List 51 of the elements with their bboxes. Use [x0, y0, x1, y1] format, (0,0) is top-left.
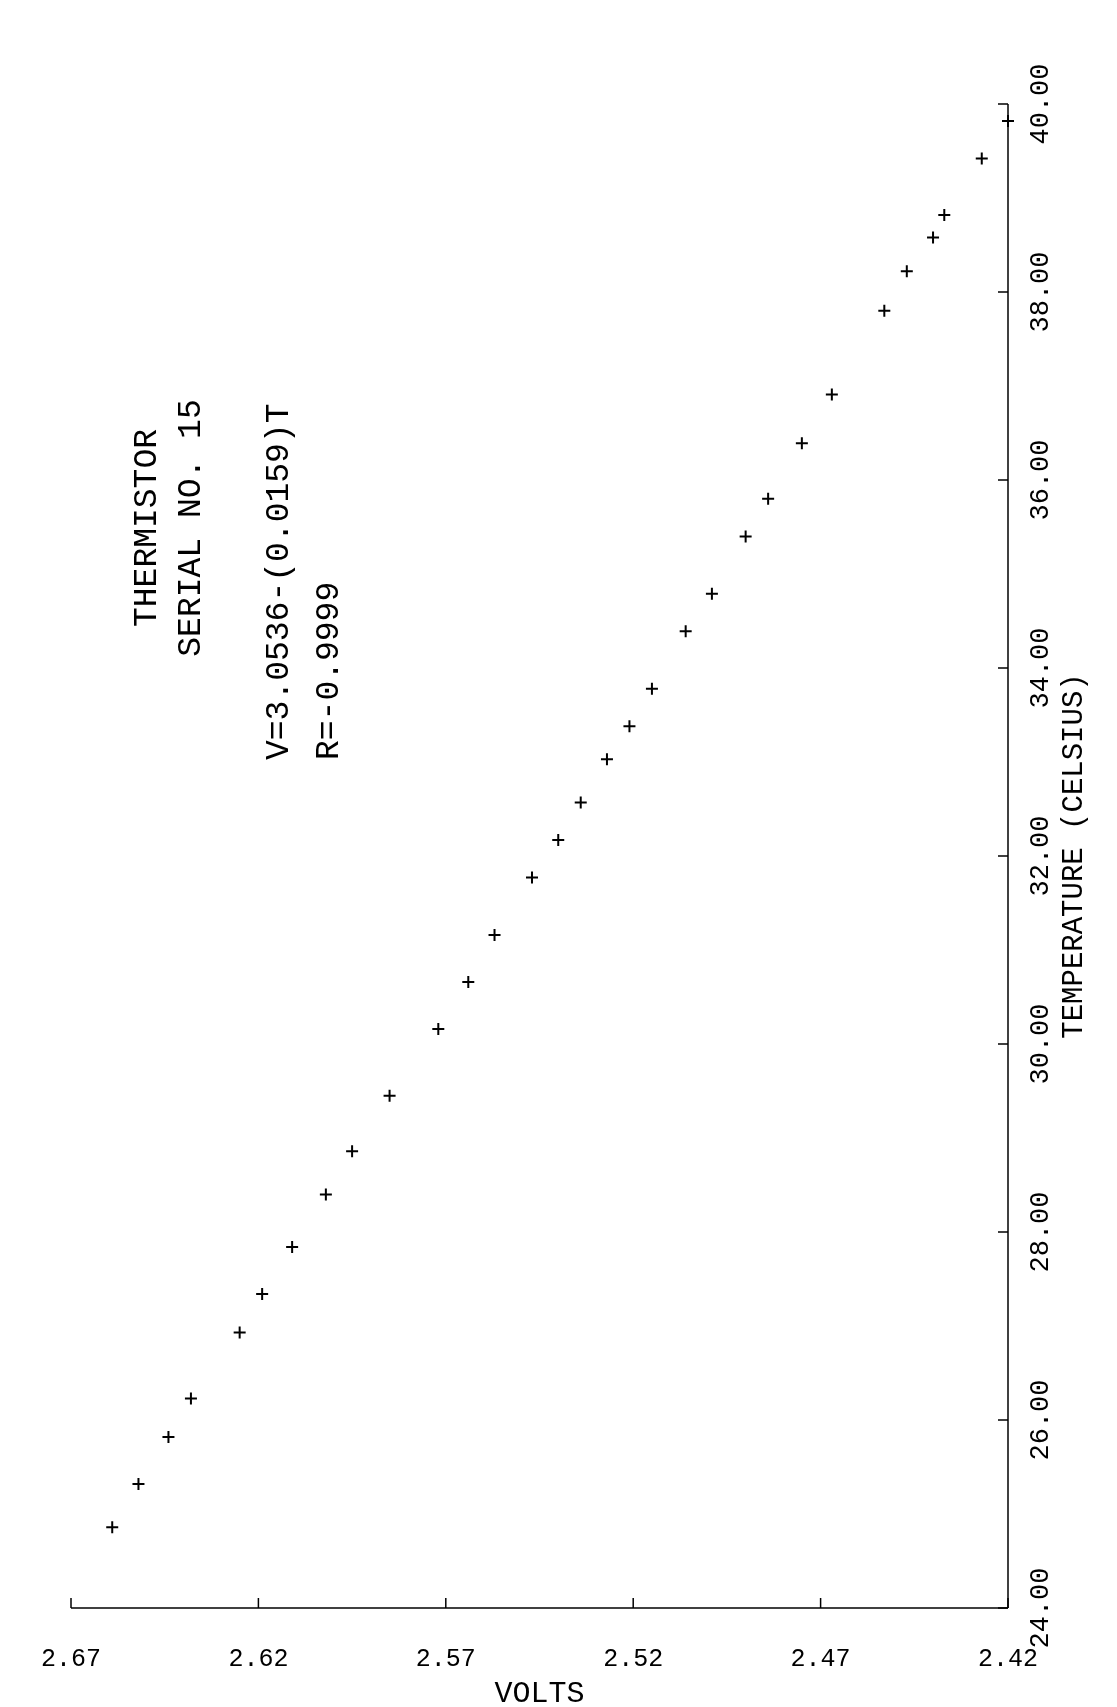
x-tick-label: 2.52 [603, 1645, 664, 1674]
y-tick-label: 28.00 [1026, 1191, 1056, 1273]
point [285, 1240, 300, 1255]
point [525, 870, 539, 885]
point [599, 752, 614, 767]
y-tick-label: 32.00 [1026, 815, 1056, 897]
point [644, 681, 659, 696]
point [551, 833, 566, 848]
point [704, 586, 719, 601]
x-tick-label: 2.57 [415, 1645, 476, 1674]
point [926, 230, 941, 245]
point [937, 207, 952, 222]
annotation: R=-0.9999 [311, 581, 348, 760]
y-tick-label: 24.00 [1026, 1567, 1056, 1649]
point [877, 303, 892, 318]
y-axis-title: TEMPERATURE (CELSIUS) [1058, 673, 1091, 1039]
x-axis-title: VOLTS [494, 1677, 585, 1707]
point [461, 974, 476, 989]
x-tick-label: 2.67 [40, 1645, 102, 1674]
point [622, 719, 637, 734]
point [382, 1088, 397, 1103]
point [824, 387, 839, 402]
point [678, 624, 693, 639]
x-tick-label: 2.62 [228, 1645, 289, 1674]
x-tick-label: 2.47 [790, 1645, 851, 1674]
point [1001, 113, 1015, 128]
text: SERIAL NO. 15 [173, 399, 210, 657]
point [899, 264, 914, 279]
y-tick-label: 34.00 [1026, 627, 1056, 709]
y-tick-label: 30.00 [1026, 1003, 1056, 1085]
y-tick-label: 36.00 [1026, 439, 1056, 521]
point [161, 1429, 176, 1444]
point [183, 1391, 198, 1406]
point [431, 1021, 446, 1036]
annotation: V=3.0536-(0.0159)T [261, 403, 298, 760]
point [794, 436, 809, 451]
point [232, 1325, 247, 1340]
point [974, 151, 989, 166]
point [345, 1144, 360, 1159]
text: THERMISTOR [129, 428, 166, 628]
point [573, 795, 588, 810]
point [487, 927, 502, 942]
y-tick-label: 40.00 [1026, 63, 1056, 145]
point [131, 1476, 146, 1491]
point [105, 1520, 120, 1535]
point [255, 1287, 270, 1302]
point [738, 529, 753, 544]
point [761, 491, 776, 506]
y-tick-label: 38.00 [1026, 251, 1056, 333]
y-tick-label: 26.00 [1026, 1379, 1056, 1461]
point [318, 1187, 333, 1202]
